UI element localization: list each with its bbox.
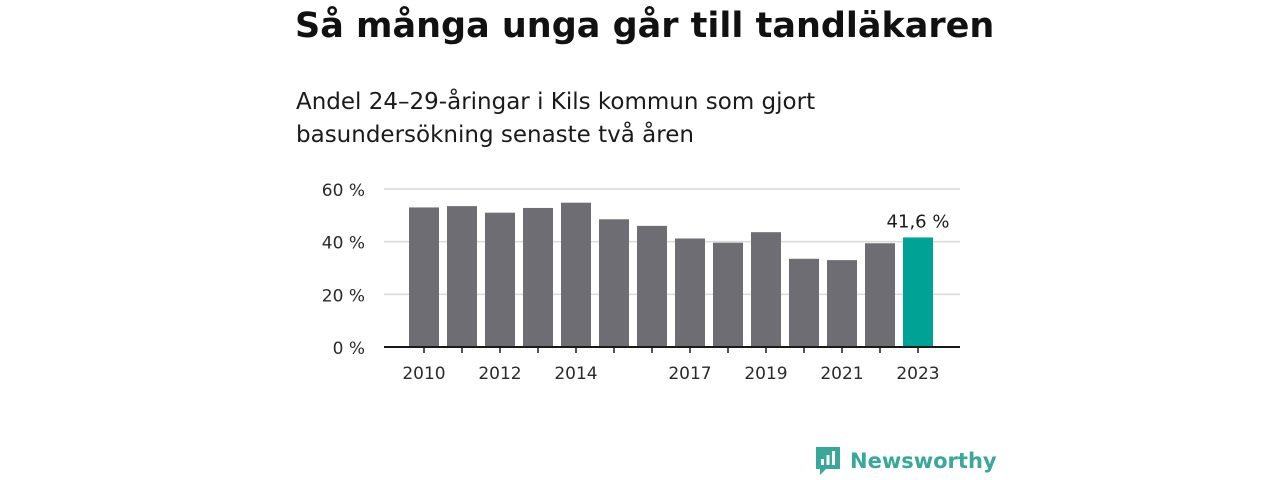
newsworthy-logo-icon <box>816 447 840 475</box>
annotations: 41,6 % <box>887 211 950 232</box>
bar-2013 <box>523 207 553 347</box>
chart-subtitle: Andel 24–29-åringar i Kils kommun som gj… <box>296 89 816 148</box>
x-tick-label: 2021 <box>820 364 863 384</box>
brand-name: Newsworthy <box>850 449 997 473</box>
chart-title: Så många unga går till tandläkaren <box>295 6 995 46</box>
data-label: 41,6 % <box>887 211 950 232</box>
x-axis-ticks: 2010 2012 2014 2017 2019 2021 2023 <box>402 347 940 384</box>
x-tick-label: 2012 <box>478 364 521 384</box>
x-tick-label: 2023 <box>896 364 939 384</box>
bar-2012 <box>485 212 515 347</box>
bar-2010 <box>409 207 439 347</box>
x-tick-label: 2017 <box>668 364 711 384</box>
newsworthy-brand[interactable]: Newsworthy <box>814 445 997 477</box>
y-axis-ticks: 0 % 20 % 40 % 60 % <box>322 181 365 359</box>
y-tick-label: 0 % <box>333 339 365 359</box>
x-tick-label: 2019 <box>744 364 787 384</box>
bar-2020 <box>789 258 819 347</box>
x-tick-label: 2014 <box>554 364 597 384</box>
bars <box>384 202 960 348</box>
x-tick-label: 2010 <box>402 364 445 384</box>
bar-2019 <box>751 232 781 347</box>
bar-2016 <box>637 225 667 347</box>
y-tick-label: 20 % <box>322 286 365 306</box>
bar-2015 <box>599 219 629 347</box>
bar-2017 <box>675 238 705 347</box>
bar-2018 <box>713 242 743 347</box>
bar-2023 <box>903 237 933 347</box>
bar-2011 <box>447 206 477 347</box>
bar-2021 <box>827 260 857 347</box>
y-tick-label: 40 % <box>322 234 365 254</box>
bar-2022 <box>865 243 895 347</box>
y-tick-label: 60 % <box>322 181 365 201</box>
bar-2014 <box>561 202 591 347</box>
grid-lines <box>384 188 960 296</box>
